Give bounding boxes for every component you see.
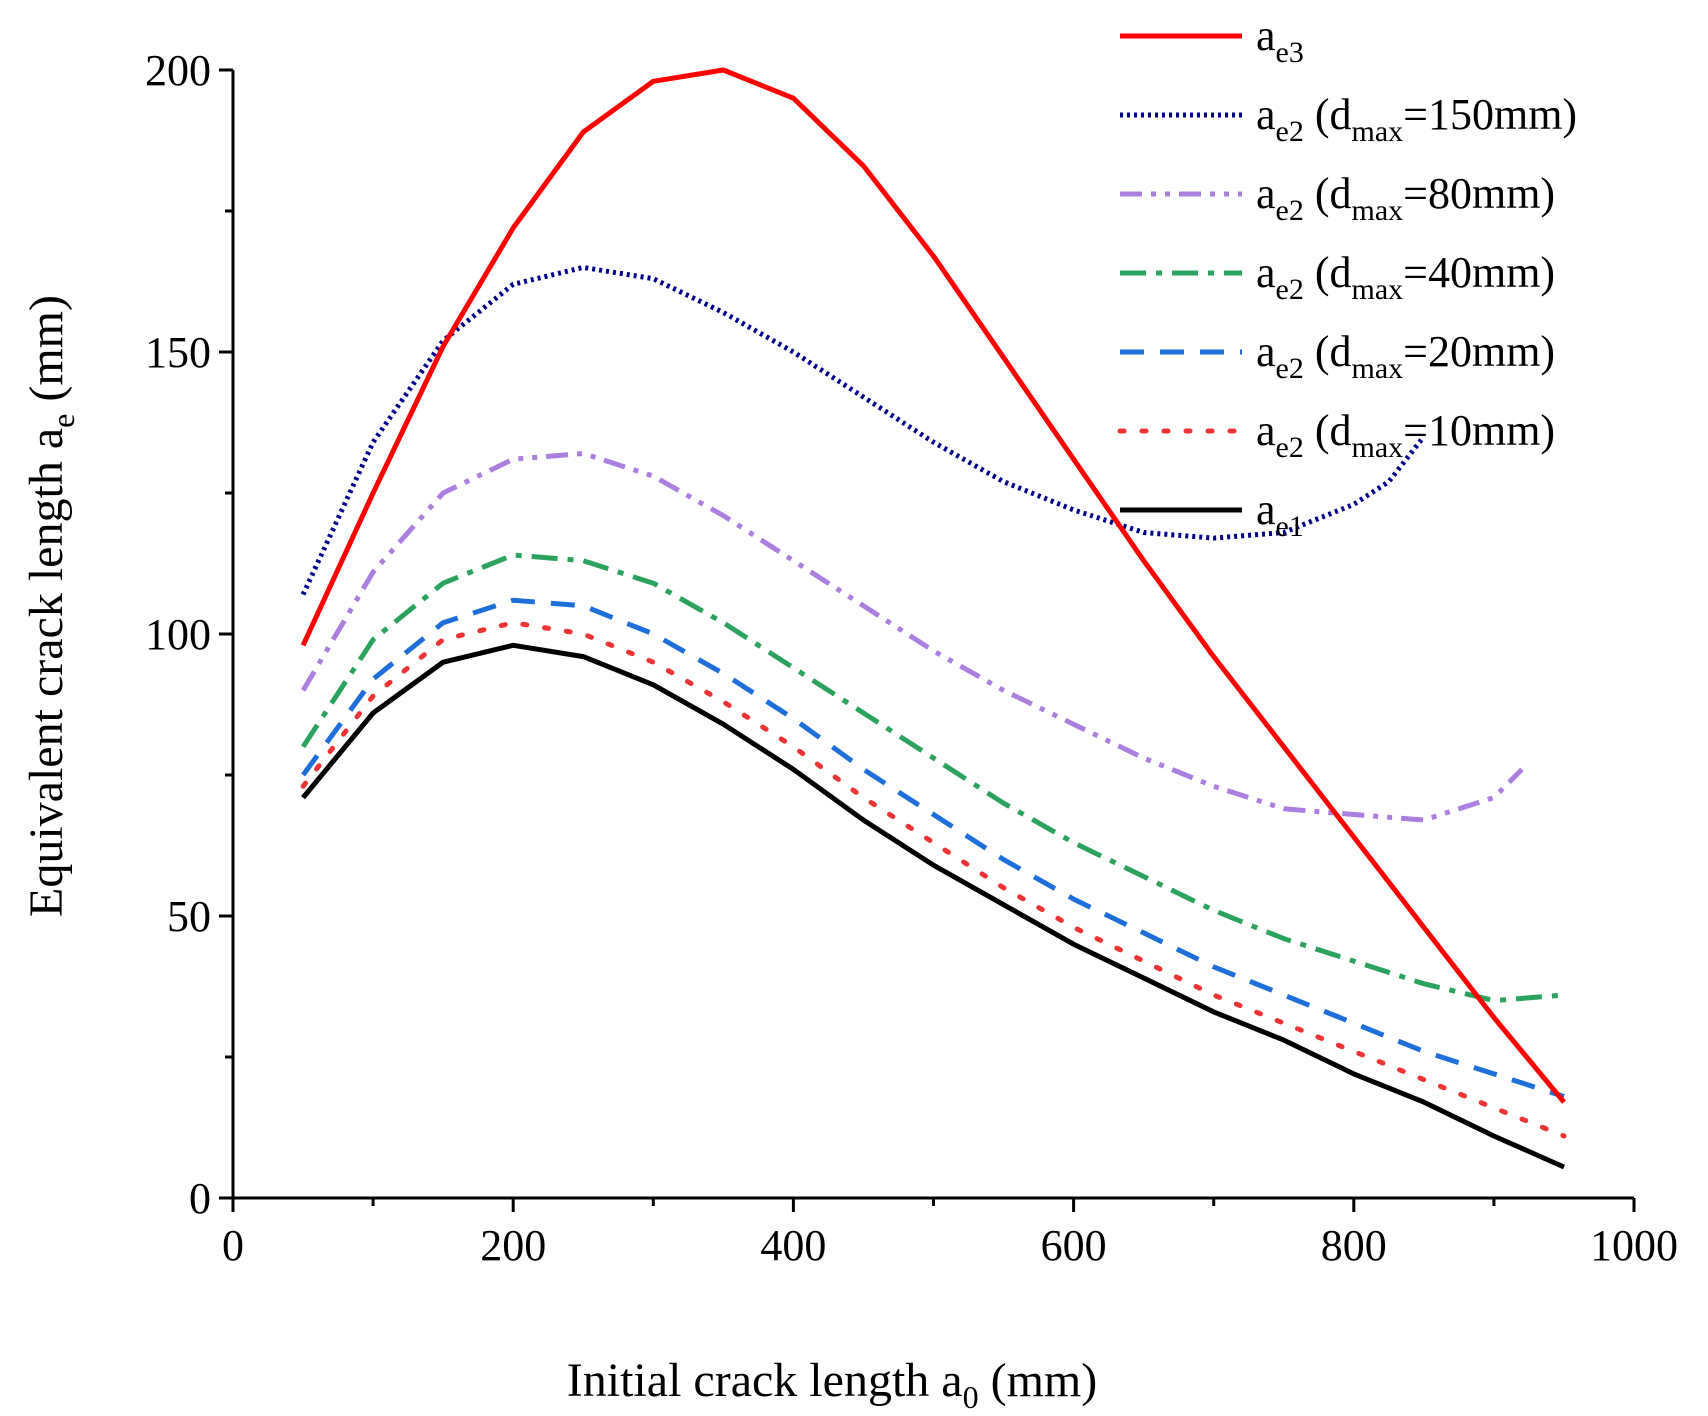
x-tick-label: 600 <box>1041 1221 1107 1270</box>
x-tick-label: 200 <box>480 1221 546 1270</box>
x-tick-label: 800 <box>1321 1221 1387 1270</box>
x-tick-label: 1000 <box>1590 1221 1678 1270</box>
x-axis-title: Initial crack length a0 (mm) <box>567 1354 1097 1415</box>
y-tick-label: 50 <box>167 892 211 941</box>
axes <box>219 68 1636 1212</box>
x-tick-label: 0 <box>222 1221 244 1270</box>
tick-labels: 0 200 400 600 800 1000 0 50 100 150 200 <box>145 46 1678 1270</box>
y-tick-label: 150 <box>145 328 211 377</box>
series-line-3 <box>301 552 1565 1004</box>
legend-label-5: ae2 (dmax=10mm) <box>1256 406 1555 464</box>
series-line-6 <box>301 642 1566 1170</box>
plot-area <box>300 67 1567 1170</box>
legend-label-6: ae1 <box>1256 485 1304 543</box>
legend-label-3: ae2 (dmax=40mm) <box>1256 248 1555 306</box>
series-line-1 <box>300 264 1426 596</box>
series-line-4 <box>301 597 1565 1099</box>
legend: ae3 ae2 (dmax=150mm) ae2 (dmax=80mm) ae2 (d… <box>1117 11 1577 543</box>
legend-label-4: ae2 (dmax=20mm) <box>1256 327 1555 385</box>
y-axis-title: Equivalent crack length ae (mm) <box>20 295 81 917</box>
legend-label-0: ae3 <box>1256 11 1304 69</box>
series-line-5 <box>300 620 1567 1139</box>
legend-label-1: ae2 (dmax=150mm) <box>1256 90 1577 148</box>
series-line-2 <box>300 451 1524 823</box>
x-tick-label: 400 <box>760 1221 826 1270</box>
legend-label-2: ae2 (dmax=80mm) <box>1256 169 1555 227</box>
y-tick-label: 0 <box>189 1174 211 1223</box>
y-tick-label: 200 <box>145 46 211 95</box>
series-line-0 <box>300 67 1566 1104</box>
y-tick-label: 100 <box>145 610 211 659</box>
